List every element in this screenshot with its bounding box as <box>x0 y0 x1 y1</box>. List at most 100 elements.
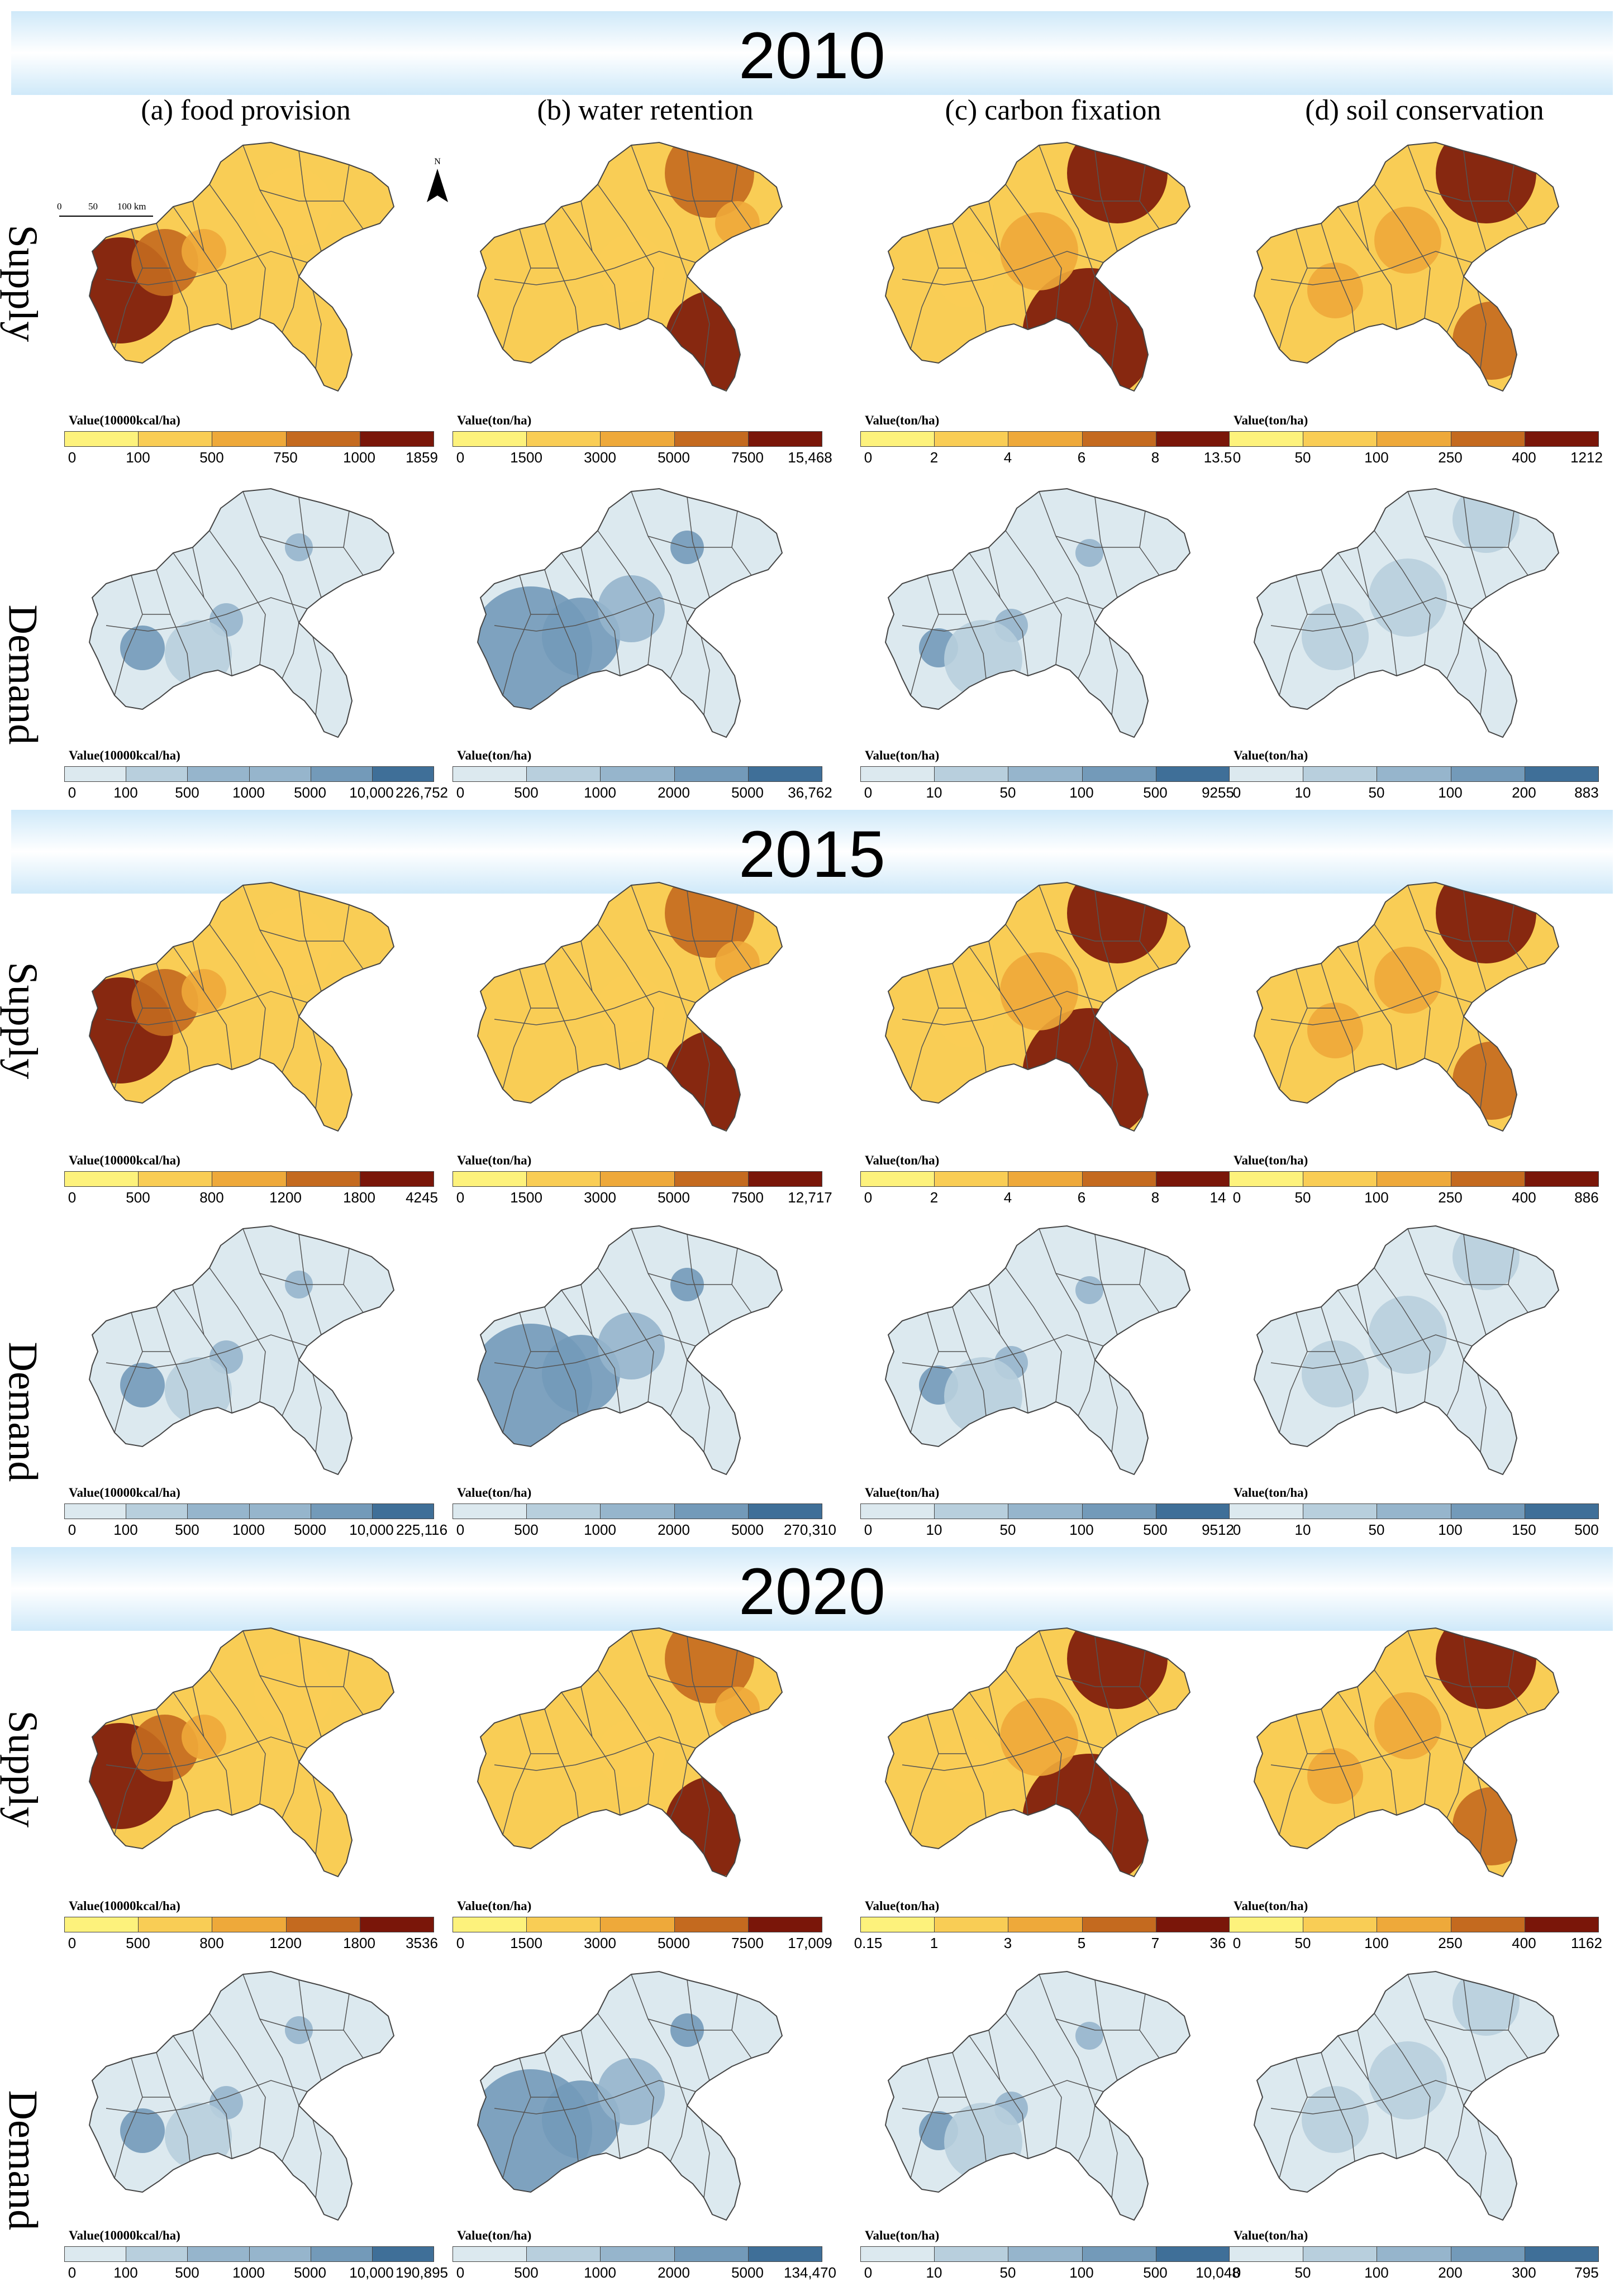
legend-tick: 36 <box>1209 1935 1226 1951</box>
district-boundary <box>561 552 621 676</box>
demand-map-2020-3 <box>1223 1969 1592 2231</box>
district-boundary <box>614 1736 696 1754</box>
legend-title: Value(10000kcal/ha) <box>69 1486 180 1500</box>
district-boundary <box>494 2097 615 2114</box>
legend-tick: 100 <box>1364 1189 1389 1206</box>
district-boundary <box>1477 1775 1487 1855</box>
district-boundary <box>156 1708 191 1818</box>
district-boundary <box>1321 963 1355 1073</box>
district-boundary <box>1108 1373 1118 1453</box>
legend-swatch <box>1156 432 1230 446</box>
district-boundary <box>902 1351 1023 1369</box>
region-outline <box>884 141 1191 392</box>
legend-tick: 750 <box>273 449 298 466</box>
legend-swatch <box>1230 767 1304 781</box>
legend-swatch <box>674 432 749 446</box>
scale-tick: 0 <box>57 201 62 212</box>
legend-swatch <box>1008 1504 1083 1519</box>
district-boundary <box>156 569 191 679</box>
district-boundary <box>106 1753 227 1771</box>
legend-tick: 9512 <box>1202 1521 1234 1538</box>
legend-swatch <box>1377 432 1451 446</box>
legend-swatch <box>188 767 250 781</box>
legend-title: Value(ton/ha) <box>457 413 532 427</box>
legend-tick: 5000 <box>294 2264 326 2281</box>
row-label-supply: Supply <box>0 225 46 342</box>
legend-tick: 50 <box>999 784 1016 801</box>
supply-legend: Value(ton/ha) 0 1500 3000 5000 7500 15,468 <box>453 413 832 480</box>
district-boundary <box>647 536 732 548</box>
column-title-food-provision: (a) food provision <box>141 94 351 126</box>
district-boundary <box>1337 552 1397 676</box>
value-hotspot <box>1307 1748 1363 1804</box>
district-boundary <box>259 189 344 202</box>
district-boundary <box>209 1669 266 1805</box>
district-boundary <box>1108 1030 1118 1109</box>
value-hotspot <box>165 1357 232 1424</box>
legend-tick: 500 <box>175 1521 199 1538</box>
legend-color-bar <box>1229 1171 1599 1187</box>
legend-tick: 14 <box>1209 1189 1226 1206</box>
legend-tick: 226,752 <box>396 784 448 801</box>
legend-swatch <box>1451 1172 1525 1186</box>
district-boundary <box>282 276 299 333</box>
legend-swatch <box>1008 432 1083 446</box>
legend-swatch <box>1525 1172 1599 1186</box>
district-boundary <box>701 290 710 369</box>
district-boundary <box>282 2105 299 2162</box>
legend-tick: 1162 <box>1571 1935 1602 1951</box>
value-hotspot <box>1452 1972 1520 2036</box>
legend-swatch <box>601 1172 675 1186</box>
year-band-2015: 2015 <box>11 810 1613 894</box>
district-boundary <box>687 1234 710 1335</box>
value-hotspot <box>715 201 760 246</box>
district-boundary <box>597 184 654 319</box>
district-boundary <box>910 228 939 350</box>
legend-swatch <box>1082 1917 1156 1932</box>
legend-tick: 0 <box>456 2264 465 2281</box>
district-boundary <box>580 201 593 252</box>
legend-tick: 800 <box>199 1935 224 1951</box>
district-boundary <box>242 885 299 1017</box>
legend-tick: 250 <box>1438 1935 1463 1951</box>
district-boundary <box>1279 1312 1308 1433</box>
legend-tick: 5000 <box>294 784 326 801</box>
legend-swatch <box>286 1172 360 1186</box>
value-hotspot <box>120 626 165 670</box>
legend-swatch <box>935 1504 1009 1519</box>
legend-swatch <box>1230 1917 1304 1932</box>
legend-tick: 1500 <box>510 1189 542 1206</box>
supply-legend: Value(ton/ha) 0 50 100 250 400 1212 <box>1229 413 1609 480</box>
legend-swatch <box>527 2247 601 2261</box>
district-boundary <box>597 1267 654 1402</box>
legend-swatch <box>1303 2247 1378 2261</box>
district-boundary <box>1005 1267 1062 1402</box>
value-hotspot <box>165 620 232 687</box>
district-boundary <box>1357 2030 1369 2081</box>
legend-tick: 795 <box>1574 2264 1599 2281</box>
district-boundary <box>1424 189 1508 202</box>
district-boundary <box>259 536 344 548</box>
legend-swatch <box>126 767 188 781</box>
legend-title: Value(ton/ha) <box>865 1899 940 1913</box>
district-boundary <box>1005 924 1062 1059</box>
district-boundary <box>282 622 299 679</box>
district-boundary <box>701 1373 710 1453</box>
district-boundary <box>670 1359 688 1416</box>
legend-tick: 500 <box>175 784 199 801</box>
legend-swatch <box>1082 767 1156 781</box>
district-boundary <box>1477 2119 1487 2198</box>
district-boundary <box>1078 2105 1096 2162</box>
legend-tick: 50 <box>1294 2264 1311 2281</box>
region-fill <box>89 489 394 737</box>
legend-swatch <box>1525 767 1599 781</box>
region-outline <box>1253 141 1560 392</box>
legend-color-bar <box>1229 431 1599 447</box>
legend-swatch <box>1303 1172 1378 1186</box>
legend-tick: 9255 <box>1202 784 1234 801</box>
district-boundary <box>1446 2105 1464 2162</box>
legend-color-bar <box>860 431 1230 447</box>
supply-legend: Value(10000kcal/ha) 0 500 800 1200 1800 3536 <box>64 1899 444 1966</box>
supply-map-2020-3 <box>1223 1625 1592 1888</box>
legend-swatch <box>1303 432 1378 446</box>
